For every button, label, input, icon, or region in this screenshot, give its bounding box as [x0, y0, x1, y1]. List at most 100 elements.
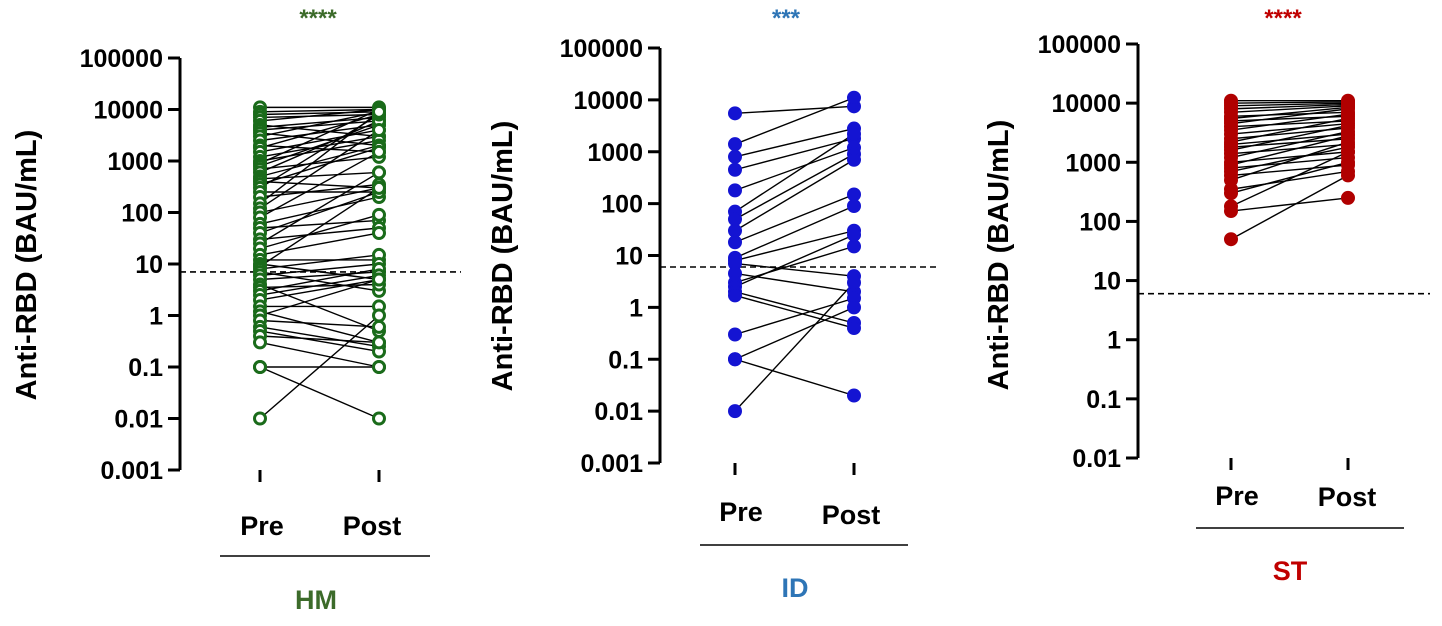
pair-line: [734, 193, 855, 243]
pair-line: [734, 205, 855, 259]
pair-line: [259, 108, 380, 164]
data-point-pre: [253, 335, 267, 350]
data-point-pre: [728, 106, 742, 121]
y-tick-label: 0.1: [1086, 386, 1121, 414]
pair-line: [734, 358, 855, 397]
pair-line: [259, 268, 380, 292]
y-tick-label: 100000: [1038, 31, 1121, 59]
panel-id: *** Anti-RBD (BAU/mL) Pre Post ID 0.0010…: [487, 5, 936, 603]
pair-line: [1230, 146, 1349, 173]
pair-line: [1230, 156, 1349, 169]
data-point-post: [847, 126, 861, 141]
pair-line: [259, 144, 380, 178]
pair-line: [734, 153, 855, 220]
pair-line: [734, 146, 855, 192]
data-point-post: [847, 90, 861, 105]
y-tick-label: 1: [1107, 327, 1121, 355]
data-point-post: [372, 308, 386, 323]
pair-line: [734, 234, 855, 288]
pair-line: [1230, 174, 1349, 240]
pair-line: [1230, 170, 1349, 190]
data-point-post: [372, 144, 386, 159]
pair-line: [1230, 151, 1349, 207]
data-point-pre: [728, 327, 742, 342]
data-point-pre: [728, 137, 742, 152]
y-tick-label: 100: [1079, 208, 1121, 236]
pair-line: [259, 113, 380, 149]
y-tick-label: 1: [629, 294, 643, 322]
pair-line: [259, 129, 380, 210]
data-point-pre: [728, 404, 742, 419]
pair-line: [259, 108, 380, 122]
pair-line: [734, 133, 855, 213]
pair-line: [1230, 161, 1349, 194]
data-point-post: [372, 335, 386, 350]
pair-line: [259, 274, 380, 296]
pair-line: [259, 278, 380, 301]
y-tick-label: 10000: [573, 87, 643, 115]
data-point-post: [847, 300, 861, 315]
xcat-post-id: Post: [822, 500, 881, 530]
pair-line: [734, 159, 855, 232]
y-tick-label: 100: [121, 200, 163, 228]
plot-area-st: 0.01 0.1 1 10 100 1000 10000 100000: [1038, 31, 1430, 473]
data-point-post: [1341, 168, 1355, 183]
y-tick-label: 1: [149, 303, 163, 331]
pair-line: [734, 297, 855, 336]
pair-line: [1230, 113, 1349, 131]
data-point-post: [372, 272, 386, 287]
pair-line: [259, 120, 380, 174]
pair-line: [259, 129, 380, 153]
data-point-pre: [728, 162, 742, 177]
pair-line: [734, 245, 855, 284]
pair-line: [259, 151, 380, 219]
y-tick-label: 1000: [107, 148, 163, 176]
pair-line: [734, 105, 855, 115]
data-point-pre: [253, 360, 267, 374]
pair-line: [1230, 101, 1349, 104]
data-point-post: [847, 321, 861, 336]
pair-line: [259, 263, 380, 277]
xcat-post-hm: Post: [343, 511, 402, 541]
pair-line: [259, 191, 380, 234]
data-point-post: [847, 275, 861, 290]
pair-line: [259, 187, 380, 267]
pair-line: [1230, 141, 1349, 181]
y-tick-label: 0.01: [114, 406, 163, 434]
pair-line: [259, 278, 380, 317]
pair-line: [259, 335, 380, 344]
y-tick-label: 10: [1093, 268, 1121, 296]
pair-line: [734, 306, 855, 360]
pair-line: [259, 156, 380, 170]
data-point-post: [847, 227, 861, 242]
data-point-post: [847, 198, 861, 213]
pair-line: [259, 227, 380, 241]
y-tick-label: 0.1: [128, 354, 163, 382]
pair-line: [1230, 135, 1349, 166]
ylabel-id: Anti-RBD (BAU/mL): [487, 121, 519, 392]
pair-line: [734, 272, 855, 293]
data-point-post: [847, 388, 861, 403]
pair-line: [734, 137, 855, 171]
pair-line: [1230, 105, 1349, 114]
data-point-pre: [728, 183, 742, 198]
pair-line: [259, 124, 380, 167]
xcat-post-st: Post: [1318, 482, 1377, 512]
data-point-pre: [1224, 204, 1238, 219]
pair-line: [259, 147, 380, 186]
significance-hm: ****: [299, 5, 337, 32]
pair-line: [734, 230, 855, 262]
y-tick-label: 1000: [587, 139, 643, 167]
xcat-pre-st: Pre: [1215, 481, 1259, 511]
pair-line: [259, 108, 380, 113]
data-point-post: [372, 122, 386, 137]
pair-line: [1230, 111, 1349, 117]
pair-line: [1230, 130, 1349, 159]
pair-line: [259, 271, 380, 292]
data-point-post: [372, 225, 386, 240]
data-point-post: [372, 165, 386, 180]
ylabel-st: Anti-RBD (BAU/mL): [983, 120, 1015, 391]
pair-line: [259, 232, 380, 256]
